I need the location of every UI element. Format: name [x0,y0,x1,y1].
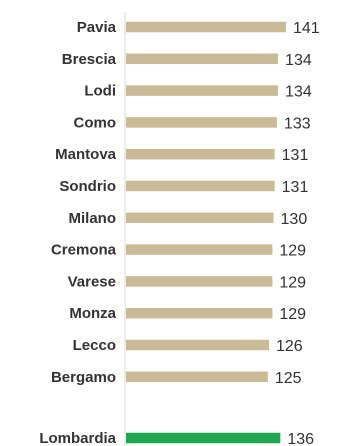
bar-lodi [126,85,279,96]
value-label-lombardia: 136 [287,431,314,446]
category-label-como: Como [74,114,117,131]
bar-pavia [126,21,286,33]
category-label-bergamo: Bergamo [51,369,116,386]
value-label-lecco: 126 [276,338,303,355]
bar-sondrio [126,180,275,192]
category-label-pavia: Pavia [77,19,117,36]
bar-milano [126,212,274,224]
value-label-milano: 130 [281,211,308,228]
bar-lombardia [126,432,281,444]
bar-varese [126,276,273,287]
value-label-como: 133 [284,115,311,132]
category-label-monza: Monza [69,305,116,322]
value-label-mantova: 131 [282,147,309,164]
bar-monza [126,307,273,319]
category-label-milano: Milano [69,210,117,227]
value-label-pavia: 141 [293,20,320,37]
value-label-bergamo: 125 [275,370,302,387]
category-label-lecco: Lecco [73,337,116,354]
value-label-monza: 129 [279,306,306,323]
bar-cremona [126,244,273,255]
value-label-sondrio: 131 [282,179,309,196]
category-label-sondrio: Sondrio [59,178,116,195]
category-label-lodi: Lodi [84,83,116,100]
value-label-lodi: 134 [285,84,312,101]
category-label-lombardia: Lombardia [39,430,116,446]
category-label-mantova: Mantova [55,146,117,163]
bar-bergamo [126,371,268,383]
bar-brescia [126,53,279,65]
value-label-varese: 129 [279,274,306,291]
bar-mantova [126,148,275,160]
category-label-varese: Varese [68,273,116,290]
value-label-cremona: 129 [279,243,306,260]
category-label-cremona: Cremona [51,242,117,259]
bar-como [126,117,277,128]
category-label-brescia: Brescia [62,51,117,68]
bar-lecco [126,339,269,351]
value-label-brescia: 134 [285,52,312,69]
